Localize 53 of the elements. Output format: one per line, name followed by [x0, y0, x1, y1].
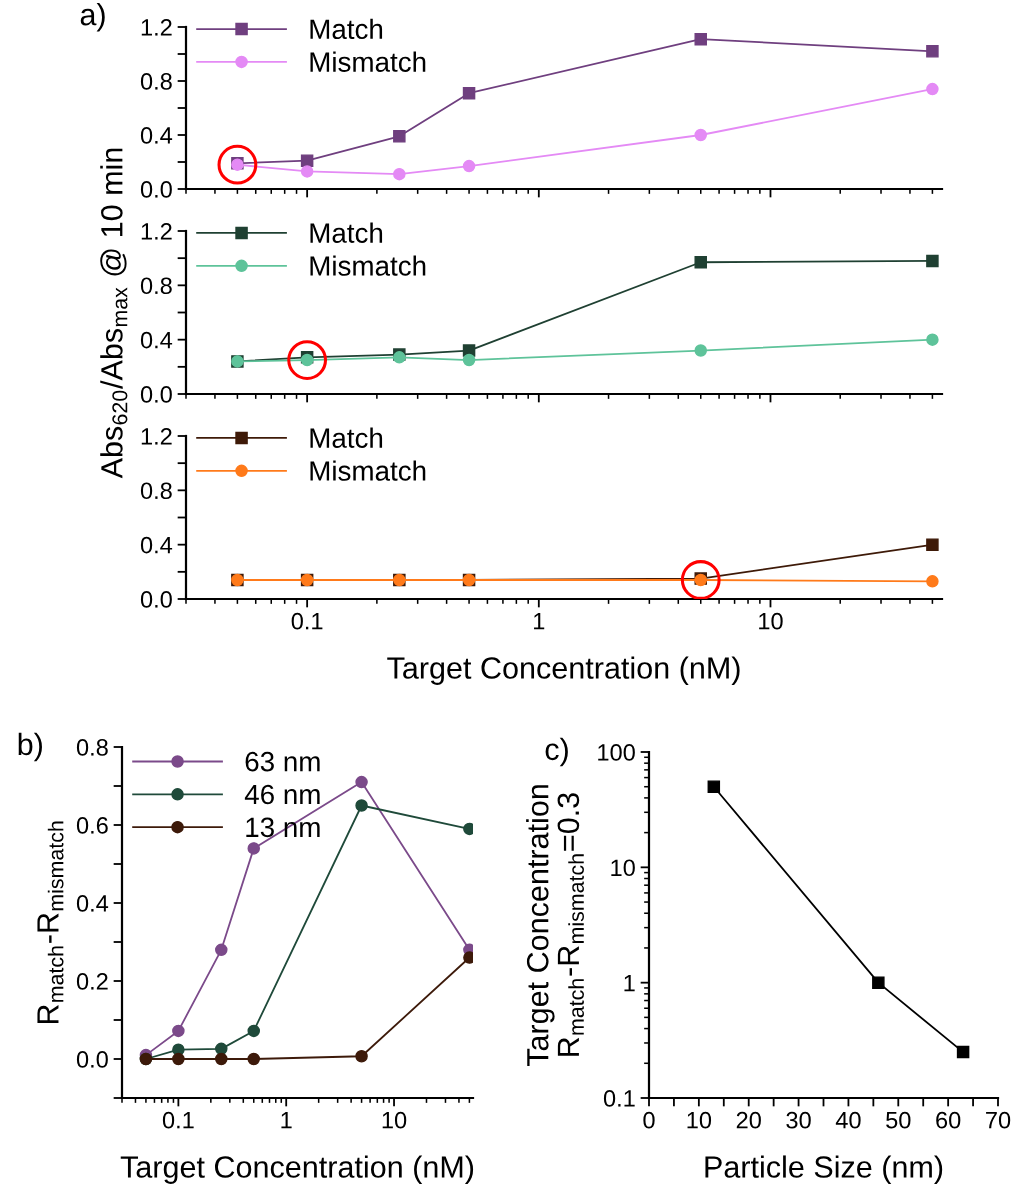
y-tick-label: 100: [598, 744, 635, 761]
y-tick-label: 1.2: [141, 19, 172, 36]
x-tick-label: 1: [534, 613, 545, 630]
y-tick-label: 0.0: [76, 1051, 108, 1068]
chart-title: c): [545, 737, 568, 767]
y-tick-label: 1: [624, 974, 635, 992]
x-tick-label: 40: [835, 1111, 861, 1129]
legend-label: Match: [310, 222, 383, 243]
x-tick-label: 0: [643, 1111, 655, 1129]
y-axis-title: R$_{match}$-R$_{mismatch}$: [37, 821, 64, 1024]
y-tick-label: 0.4: [140, 536, 173, 554]
x-tick-label: 10: [759, 612, 783, 630]
y-tick-label: 0.0: [140, 386, 172, 403]
y-tick-label: 0.8: [140, 277, 172, 295]
y-tick-label: 0.4: [140, 127, 173, 144]
legend-label: Mismatch: [310, 460, 426, 481]
x-axis-title: Target Concentration (nM): [120, 1155, 474, 1184]
legend-label: Match: [310, 18, 383, 40]
y-tick-label: 0.2: [76, 973, 108, 990]
y-tick-label: 1.2: [141, 223, 172, 240]
legend-label: 46 nm: [244, 784, 320, 805]
chart-title: a): [80, 3, 105, 32]
x-axis-title: Target Concentration (nM): [387, 656, 740, 685]
y-tick-label: 0.4: [140, 331, 173, 349]
chart-title: b): [18, 732, 42, 762]
y-tick-label: 0.1: [603, 1090, 635, 1107]
y-tick-label: 0.4: [76, 895, 109, 912]
x-tick-label: 70: [986, 1111, 1011, 1129]
x-tick-label: 30: [786, 1111, 811, 1129]
legend-label: 63 nm: [245, 751, 320, 772]
x-tick-label: 10: [687, 1111, 712, 1129]
y-tick-label: 0.0: [140, 181, 172, 198]
y-tick-label: 0.8: [140, 73, 172, 90]
legend-label: Mismatch: [310, 51, 426, 72]
x-tick-label: 0.1: [162, 1111, 194, 1129]
y-tick-label: 10: [611, 859, 635, 877]
y-axis-title: Target Concentration R$_{match}$-R$_{mismatch}$=0.3: [526, 785, 584, 1067]
x-tick-label: 20: [736, 1111, 761, 1129]
y-tick-label: 0.6: [76, 817, 108, 834]
x-tick-label: 1: [281, 1112, 292, 1129]
y-tick-label: 0.8: [140, 482, 172, 500]
x-tick-label: 60: [936, 1111, 961, 1129]
legend-label: Match: [310, 427, 383, 448]
y-tick-label: 0.8: [76, 739, 108, 756]
legend-label: Mismatch: [310, 255, 426, 276]
x-tick-label: 50: [886, 1111, 911, 1129]
x-tick-label: 10: [382, 1111, 407, 1129]
y-axis-title: Abs$_{620}$/Abs$_{max}$ @ 10 min: [100, 148, 128, 479]
y-tick-label: 1.2: [141, 428, 172, 445]
y-tick-label: 0.0: [140, 591, 172, 608]
x-tick-label: 0.1: [291, 612, 323, 630]
legend-label: 13 nm: [246, 817, 320, 838]
x-axis-title: Particle Size (nm): [705, 1155, 943, 1184]
